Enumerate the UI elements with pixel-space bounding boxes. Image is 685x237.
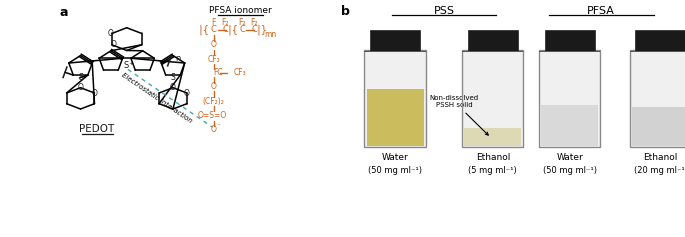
Text: O: O	[170, 83, 176, 92]
Text: O: O	[211, 125, 216, 134]
Text: O: O	[184, 89, 190, 97]
Text: a: a	[59, 6, 68, 19]
Bar	[364, 50, 425, 147]
Text: C: C	[251, 25, 257, 34]
Text: PEDOT: PEDOT	[79, 124, 115, 134]
Text: Ethanol: Ethanol	[643, 153, 677, 162]
Text: FC: FC	[214, 68, 223, 77]
Bar	[539, 50, 600, 147]
Text: (50 mg ml⁻¹): (50 mg ml⁻¹)	[543, 166, 597, 175]
Text: O: O	[92, 89, 97, 97]
Bar	[364, 50, 425, 147]
Bar	[632, 107, 685, 146]
Text: Non-dissolved
PSSH solid: Non-dissolved PSSH solid	[430, 96, 488, 135]
Bar	[539, 50, 600, 147]
Text: F₂: F₂	[250, 18, 258, 27]
Text: C: C	[222, 25, 228, 34]
Text: PSS: PSS	[434, 6, 454, 16]
Text: mn: mn	[264, 30, 277, 39]
Bar	[364, 51, 425, 52]
Text: S: S	[124, 61, 129, 70]
Text: n: n	[175, 54, 180, 63]
Bar	[468, 30, 518, 51]
Text: CF₃: CF₃	[233, 68, 246, 77]
Text: C: C	[239, 25, 245, 34]
Text: |{: |{	[198, 24, 210, 35]
Text: Water: Water	[382, 153, 408, 162]
Text: F₂: F₂	[221, 18, 229, 27]
Text: S: S	[171, 73, 175, 82]
Text: ⁻: ⁻	[216, 124, 220, 130]
Text: +: +	[128, 60, 134, 66]
Bar	[636, 30, 685, 51]
Text: (20 mg ml⁻¹): (20 mg ml⁻¹)	[634, 166, 685, 175]
Text: Electrostatic interaction: Electrostatic interaction	[121, 72, 194, 124]
Text: |}: |}	[256, 24, 267, 35]
Text: (5 mg ml⁻¹): (5 mg ml⁻¹)	[469, 166, 517, 175]
Text: PFSA ionomer: PFSA ionomer	[209, 6, 272, 15]
Text: F₂: F₂	[238, 18, 246, 27]
Text: O: O	[77, 83, 84, 92]
Text: O: O	[211, 40, 216, 49]
Text: O: O	[110, 40, 116, 49]
Bar	[462, 51, 523, 52]
Text: |{: |{	[226, 24, 238, 35]
Bar	[630, 51, 685, 52]
Bar	[370, 30, 420, 51]
Bar	[462, 50, 523, 147]
Text: O: O	[211, 82, 216, 91]
Bar	[541, 105, 598, 146]
Text: (CF₂)₂: (CF₂)₂	[203, 97, 225, 106]
Text: b: b	[341, 5, 350, 18]
Text: CF₂: CF₂	[208, 55, 220, 64]
Bar	[462, 50, 523, 147]
Text: PFSA: PFSA	[587, 6, 615, 16]
Text: S: S	[78, 73, 83, 82]
Bar	[630, 50, 685, 147]
Bar	[539, 51, 600, 52]
Text: (50 mg ml⁻¹): (50 mg ml⁻¹)	[368, 166, 422, 175]
Text: Ethanol: Ethanol	[475, 153, 510, 162]
Bar	[630, 50, 685, 147]
Text: Water: Water	[556, 153, 583, 162]
Text: F: F	[212, 18, 216, 27]
Text: O=S=O: O=S=O	[198, 111, 227, 120]
Bar	[366, 89, 423, 146]
Bar	[545, 30, 595, 51]
Text: O: O	[108, 29, 114, 38]
Bar	[464, 128, 521, 146]
Text: C: C	[211, 25, 216, 34]
